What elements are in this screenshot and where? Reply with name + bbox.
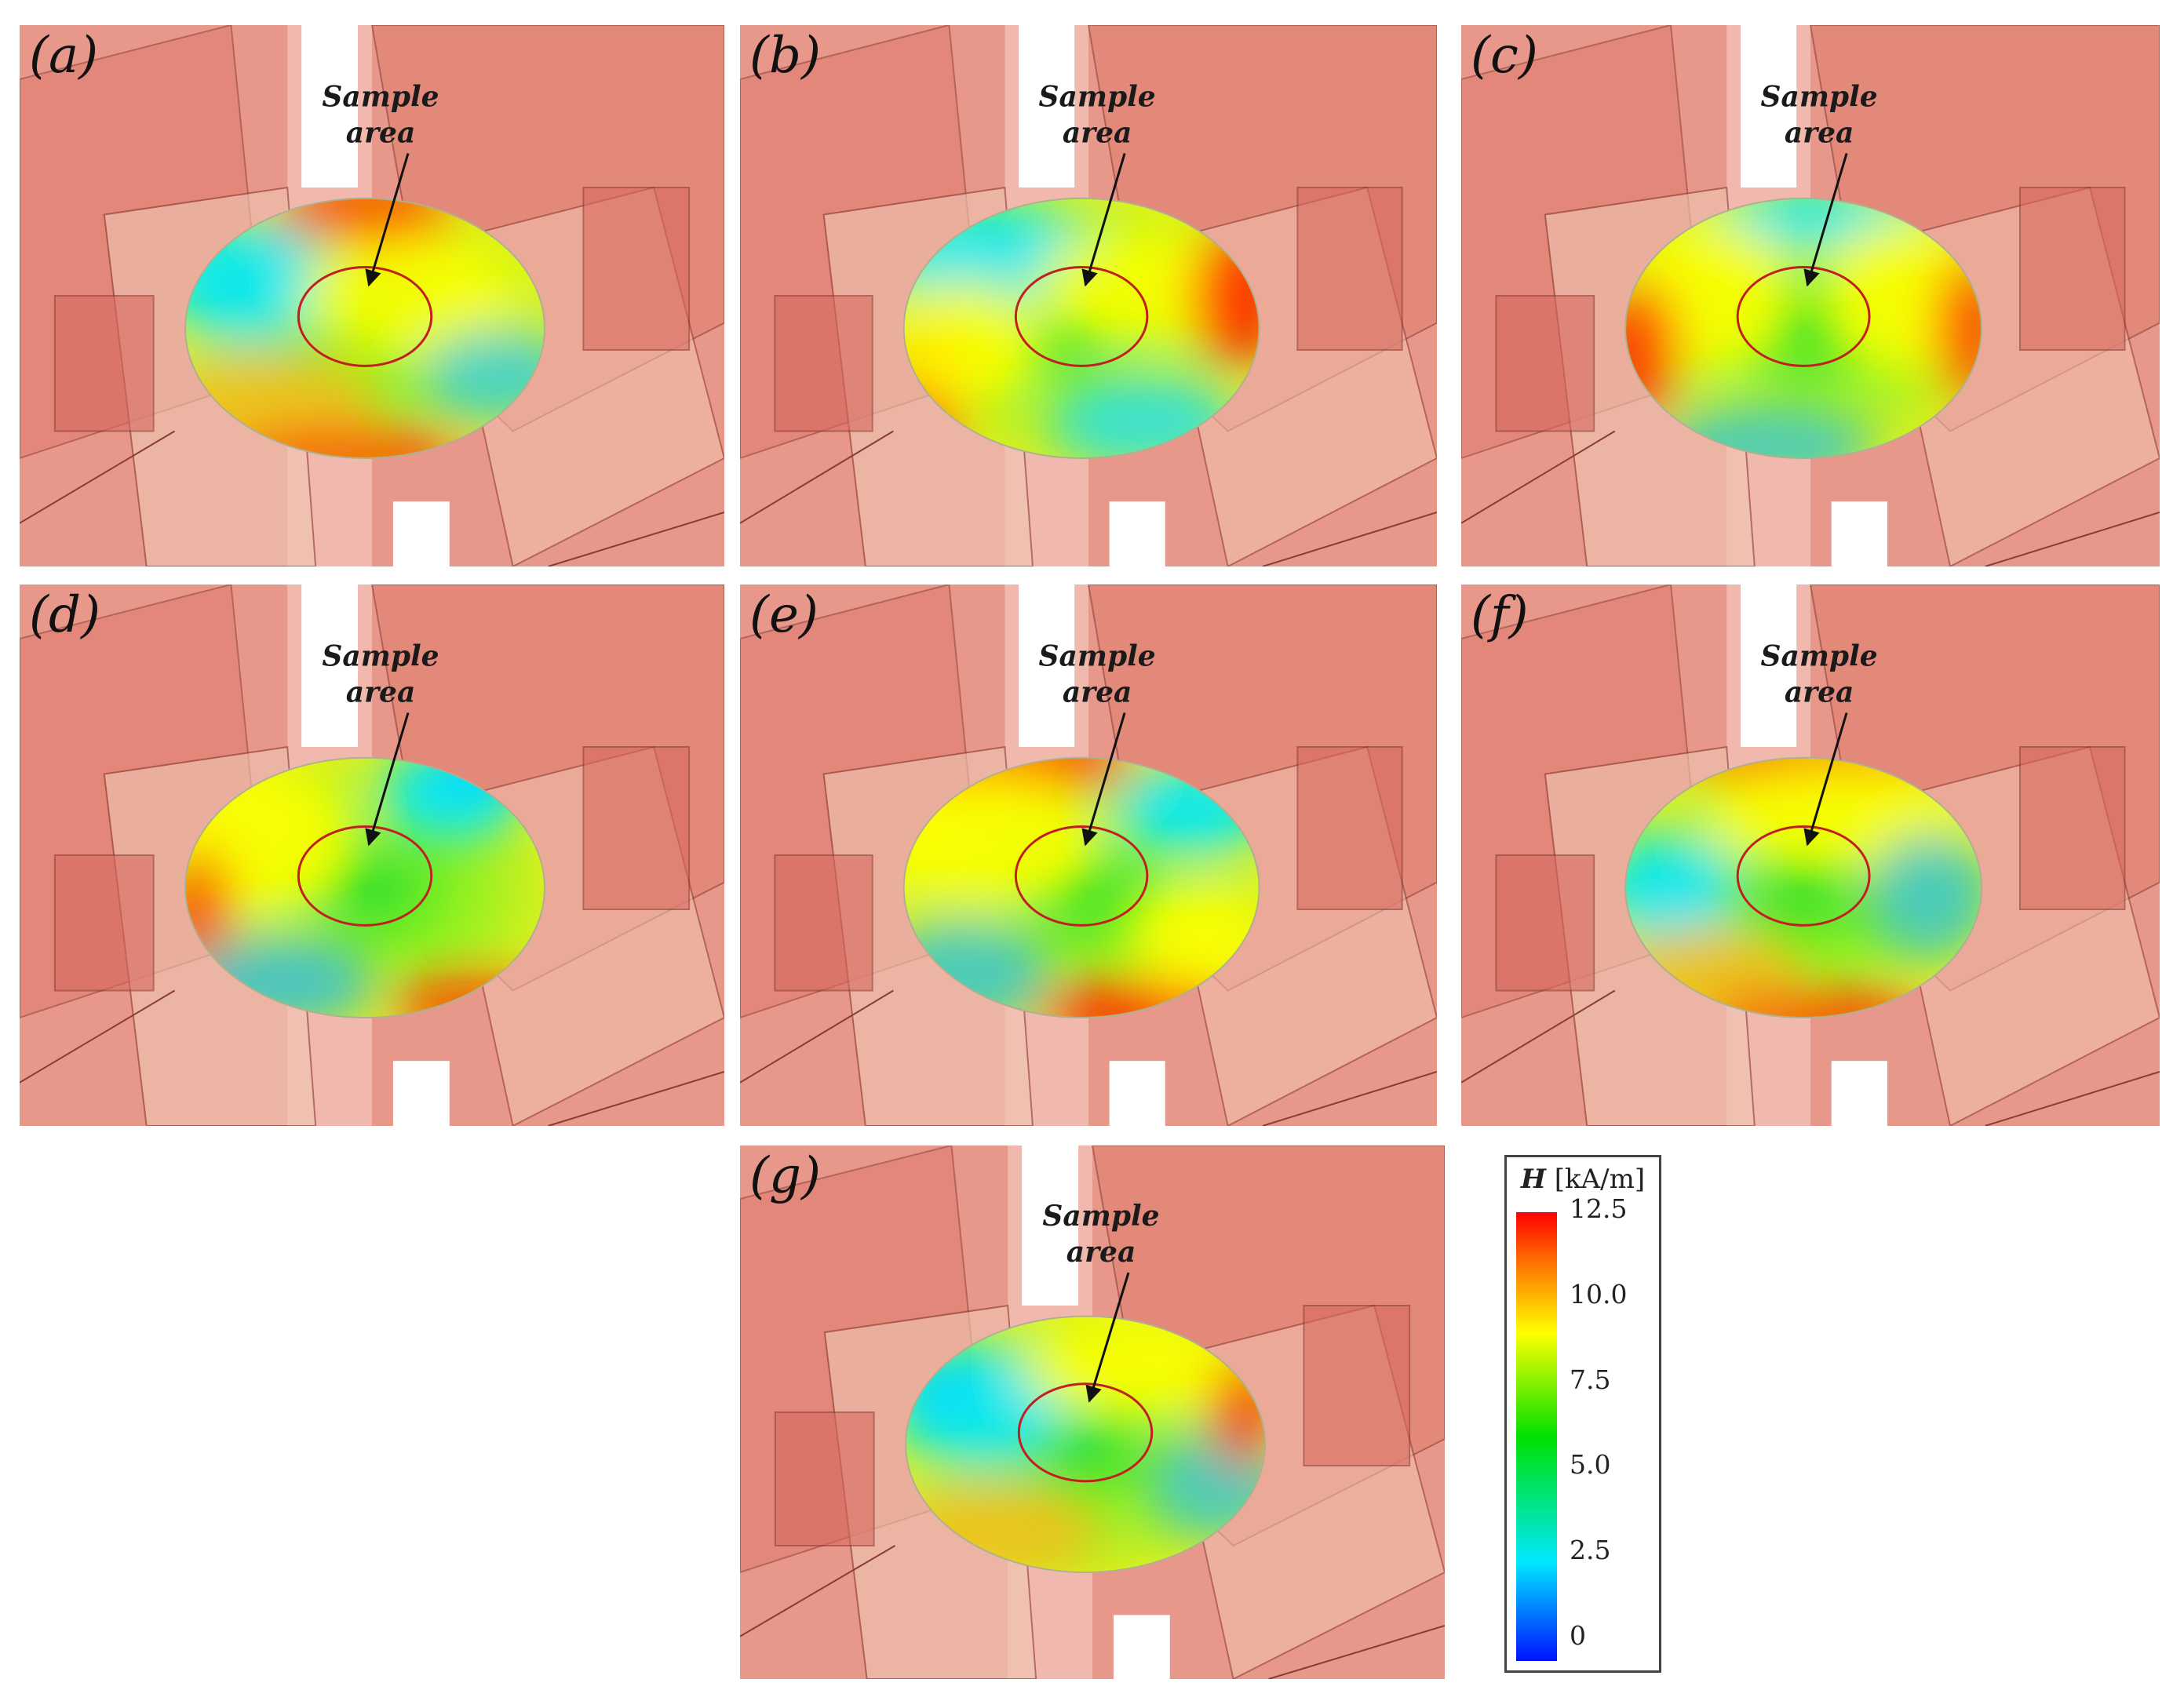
sample-area-label: Sample — [1039, 81, 1156, 114]
sample-area-label: area — [1066, 1236, 1136, 1269]
colorbar-tick: 7.5 — [1570, 1364, 1611, 1395]
colorbar-gradient — [1516, 1212, 1557, 1661]
panel-label: (a) — [29, 27, 98, 85]
sample-area-label: Sample — [1042, 1200, 1159, 1233]
simulation-panel: (f) Sample area — [1461, 585, 2160, 1126]
simulation-panel: (a) Sample area — [20, 25, 724, 566]
panel-label: (e) — [749, 586, 819, 644]
panel-label: (g) — [749, 1147, 821, 1205]
colorbar-tick: 12.5 — [1570, 1193, 1628, 1224]
sample-area-label: area — [346, 117, 416, 150]
sample-area-label: Sample — [1761, 81, 1878, 114]
colorbar-tick: 2.5 — [1570, 1535, 1611, 1565]
simulation-panel: (c) Sample area — [1461, 25, 2160, 566]
colorbar-legend: H [kA/m] 12.5 10.0 7.5 5.0 2.5 0 — [1504, 1155, 1661, 1673]
sample-area-label: Sample — [1761, 640, 1878, 673]
sample-area-label: area — [1063, 676, 1132, 709]
colorbar-title-unit: [kA/m] — [1554, 1164, 1646, 1195]
panel-label: (d) — [29, 586, 100, 644]
panel-label: (f) — [1471, 586, 1529, 644]
sample-area-label: Sample — [322, 640, 439, 673]
panel-label: (c) — [1471, 27, 1538, 85]
simulation-panel: (g) Sample area — [740, 1146, 1445, 1679]
simulation-panel: (e) Sample area — [740, 585, 1437, 1126]
colorbar-tick: 5.0 — [1570, 1449, 1611, 1480]
panel-label: (b) — [749, 27, 821, 85]
sample-area-label: area — [346, 676, 416, 709]
colorbar-tick: 0 — [1570, 1620, 1586, 1651]
colorbar-tick: 10.0 — [1570, 1279, 1628, 1309]
colorbar-title-symbol: H — [1520, 1164, 1546, 1195]
sample-area-label: Sample — [1039, 640, 1156, 673]
sample-area-label: area — [1063, 117, 1132, 150]
simulation-panel: (b) Sample area — [740, 25, 1437, 566]
sample-area-label: Sample — [322, 81, 439, 114]
sample-area-label: area — [1785, 117, 1854, 150]
simulation-panel: (d) Sample area — [20, 585, 724, 1126]
colorbar-title: H [kA/m] — [1507, 1164, 1659, 1195]
sample-area-label: area — [1785, 676, 1854, 709]
